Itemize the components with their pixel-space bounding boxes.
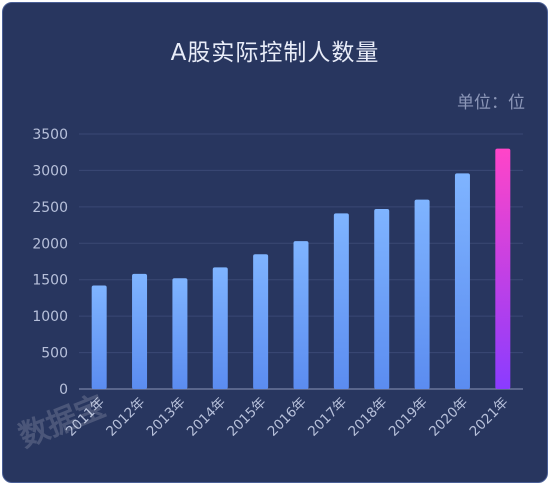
unit-label: 单位：位 bbox=[457, 93, 525, 113]
bar-2019年 bbox=[414, 199, 430, 389]
x-tick-label: 2017年 bbox=[305, 395, 350, 440]
y-tick-label: 1000 bbox=[32, 309, 68, 325]
x-tick-label: 2016年 bbox=[265, 395, 310, 440]
bar-chart: 0 500 1000 1500 2000 2500 3000 3500 2011年2012年2… bbox=[14, 127, 523, 455]
y-axis-ticks: 0 500 1000 1500 2000 2500 3000 3500 bbox=[32, 127, 68, 398]
y-tick-label: 500 bbox=[41, 346, 68, 362]
bar-2012年 bbox=[132, 273, 148, 389]
watermark-text: 数据宝 bbox=[14, 389, 111, 455]
y-tick-label: 1500 bbox=[32, 273, 68, 289]
bar-2014年 bbox=[212, 267, 228, 389]
x-tick-label: 2014年 bbox=[184, 395, 229, 440]
chart-title: A股实际控制人数量 bbox=[170, 40, 380, 66]
bar-2017年 bbox=[333, 213, 349, 389]
y-tick-label: 2000 bbox=[32, 236, 68, 252]
x-tick-label: 2013年 bbox=[144, 395, 189, 440]
x-tick-label: 2018年 bbox=[345, 395, 390, 440]
bar-2018年 bbox=[374, 209, 390, 389]
x-axis-ticks: 2011年2012年2013年2014年2015年2016年2017年2018年… bbox=[63, 395, 512, 440]
x-tick-label: 2019年 bbox=[386, 395, 431, 440]
bar-2016年 bbox=[293, 241, 309, 389]
x-tick-label: 2021年 bbox=[466, 395, 511, 440]
y-tick-label: 0 bbox=[59, 382, 68, 398]
bar-2013年 bbox=[172, 278, 188, 389]
y-tick-label: 3000 bbox=[32, 163, 68, 179]
x-tick-label: 2015年 bbox=[224, 395, 269, 440]
bar-2021年 bbox=[495, 148, 511, 389]
y-tick-label: 3500 bbox=[32, 127, 68, 143]
bars bbox=[91, 148, 511, 389]
y-tick-label: 2500 bbox=[32, 200, 68, 216]
bar-2015年 bbox=[253, 254, 269, 389]
bar-2011年 bbox=[91, 285, 107, 389]
bar-2020年 bbox=[454, 173, 470, 389]
x-tick-label: 2012年 bbox=[103, 395, 148, 440]
x-tick-label: 2020年 bbox=[426, 395, 471, 440]
